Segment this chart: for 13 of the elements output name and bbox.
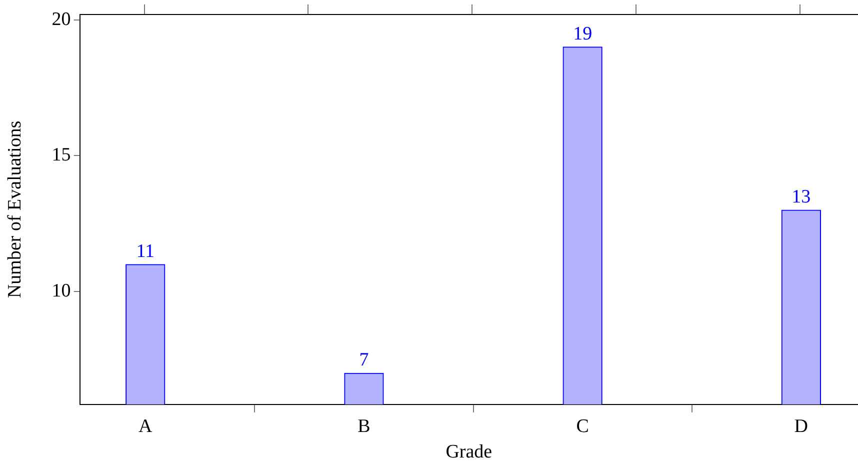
y-tick-label: 10 xyxy=(52,280,71,302)
x-tick-label: D xyxy=(794,416,808,437)
x-tick-label: A xyxy=(138,416,153,437)
y-axis-title: Number of Evaluations xyxy=(4,120,26,298)
x-axis-title: Grade xyxy=(446,442,492,463)
x-tick-label: B xyxy=(358,416,370,437)
data-label: 13 xyxy=(792,186,811,208)
data-label: 11 xyxy=(136,240,155,262)
y-tick-label: 15 xyxy=(52,144,71,166)
data-label: 7 xyxy=(359,350,369,371)
y-tick-label: 20 xyxy=(52,8,71,30)
x-tick-label: C xyxy=(576,416,589,437)
data-label: 19 xyxy=(573,24,592,44)
